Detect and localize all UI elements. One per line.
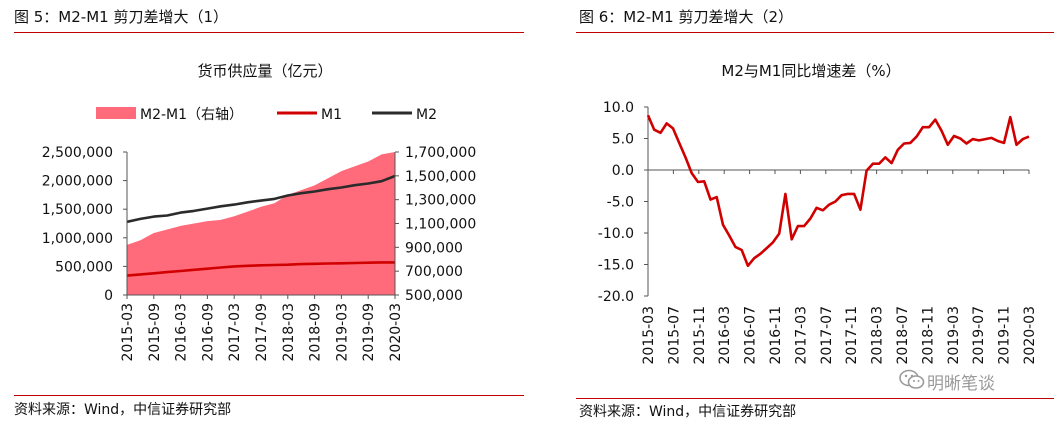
y-tick-label: 10.0	[603, 100, 634, 116]
y-tick-label: -5.0	[607, 195, 634, 211]
legend-label-m1: M1	[321, 107, 342, 123]
legend-swatch-m2-m1	[96, 107, 136, 119]
left-tick-label: 1,000,000	[42, 231, 113, 247]
series-m2-m1-area	[127, 152, 395, 295]
x-tick-label: 2018-09	[308, 303, 324, 362]
y-tick-label: 0.0	[612, 163, 634, 179]
right-tick-label: 700,000	[405, 264, 463, 280]
figure-6-source-rule	[576, 398, 1054, 399]
y-tick-label: 5.0	[612, 132, 634, 148]
x-tick-label: 2018-11	[920, 306, 936, 365]
x-tick-label: 2016-11	[768, 306, 784, 365]
figure-5-source-rule	[14, 395, 524, 396]
y-tick-label: -15.0	[598, 258, 634, 274]
right-tick-label: 1,100,000	[405, 217, 476, 233]
x-tick-label: 2016-09	[200, 303, 216, 362]
chart-growth-gap: M2与M1同比增速差（%） 10.0 5.0 0.0 -5.0 -10.0 -15.0 -20…	[598, 62, 1038, 365]
x-tick-label: 2017-03	[793, 306, 809, 365]
x-tick-label: 2015-03	[641, 306, 657, 365]
x-tick-label: 2015-09	[147, 303, 163, 362]
right-tick-label: 900,000	[405, 240, 463, 256]
figure-6-caption: 图 6：M2-M1 剪刀差增大（2）	[579, 8, 794, 26]
figure-5-title-rule	[14, 32, 524, 33]
x-tick-label: 2016-07	[743, 306, 759, 365]
left-tick-label: 2,500,000	[42, 145, 113, 161]
x-tick-label: 2020-03	[388, 303, 404, 362]
x-tick-label: 2018-07	[895, 306, 911, 365]
figure-5: 图 5：M2-M1 剪刀差增大（1） 货币供应量（亿元） M2-M1（右轴） M1 M…	[14, 8, 524, 418]
left-tick-label: 0	[104, 288, 113, 304]
x-tick-label: 2017-09	[254, 303, 270, 362]
left-tick-label: 1,500,000	[42, 202, 113, 218]
wechat-icon	[899, 369, 925, 389]
x-tick-label: 2018-03	[870, 306, 886, 365]
x-tick-label: 2020-03	[1022, 306, 1038, 365]
x-tick-label: 2017-03	[227, 303, 243, 362]
figure-6-source: 资料来源：Wind，中信证券研究部	[579, 404, 797, 420]
x-tick-label: 2017-07	[819, 306, 835, 365]
x-tick-label: 2019-03	[334, 303, 350, 362]
y-tick-label: -20.0	[598, 289, 634, 305]
figure-6-title-rule	[576, 32, 1054, 33]
chart-2-title: M2与M1同比增速差（%）	[721, 62, 900, 80]
y-tick-label: -10.0	[598, 226, 634, 242]
x-tick-label: 2019-03	[946, 306, 962, 365]
chart-money-supply: 货币供应量（亿元） M2-M1（右轴） M1 M2 0 500,000 1,000,000 1…	[42, 62, 477, 362]
x-tick-label: 2019-11	[997, 306, 1013, 365]
x-tick-label: 2015-03	[120, 303, 136, 362]
figure-5-caption: 图 5：M2-M1 剪刀差增大（1）	[14, 8, 229, 26]
figure-5-source: 资料来源：Wind，中信证券研究部	[14, 402, 232, 418]
x-tick-label: 2015-07	[666, 306, 682, 365]
right-tick-label: 1,300,000	[405, 193, 476, 209]
legend-label-m2-m1: M2-M1（右轴）	[140, 107, 243, 123]
chart-1-title: 货币供应量（亿元）	[197, 62, 332, 80]
x-tick-label: 2016-03	[717, 306, 733, 365]
x-tick-label: 2018-03	[281, 303, 297, 362]
series-gap-line	[646, 114, 1030, 268]
watermark-text: 明晰笔谈	[927, 374, 995, 394]
figure-6: 图 6：M2-M1 剪刀差增大（2） M2与M1同比增速差（%） 10.0 5.0 0…	[531, 0, 1062, 427]
right-tick-label: 500,000	[405, 288, 463, 304]
left-tick-label: 2,000,000	[42, 174, 113, 190]
x-tick-label: 2017-11	[844, 306, 860, 365]
legend-label-m2: M2	[416, 107, 437, 123]
x-tick-label: 2016-03	[174, 303, 190, 362]
x-tick-label: 2015-11	[692, 306, 708, 365]
x-tick-label: 2019-09	[361, 303, 377, 362]
right-tick-label: 1,700,000	[405, 145, 476, 161]
left-tick-label: 500,000	[55, 259, 113, 275]
series-m1-line	[126, 261, 395, 277]
series-m2-line	[126, 174, 396, 224]
right-tick-label: 1,500,000	[405, 169, 476, 185]
x-tick-label: 2019-07	[971, 306, 987, 365]
